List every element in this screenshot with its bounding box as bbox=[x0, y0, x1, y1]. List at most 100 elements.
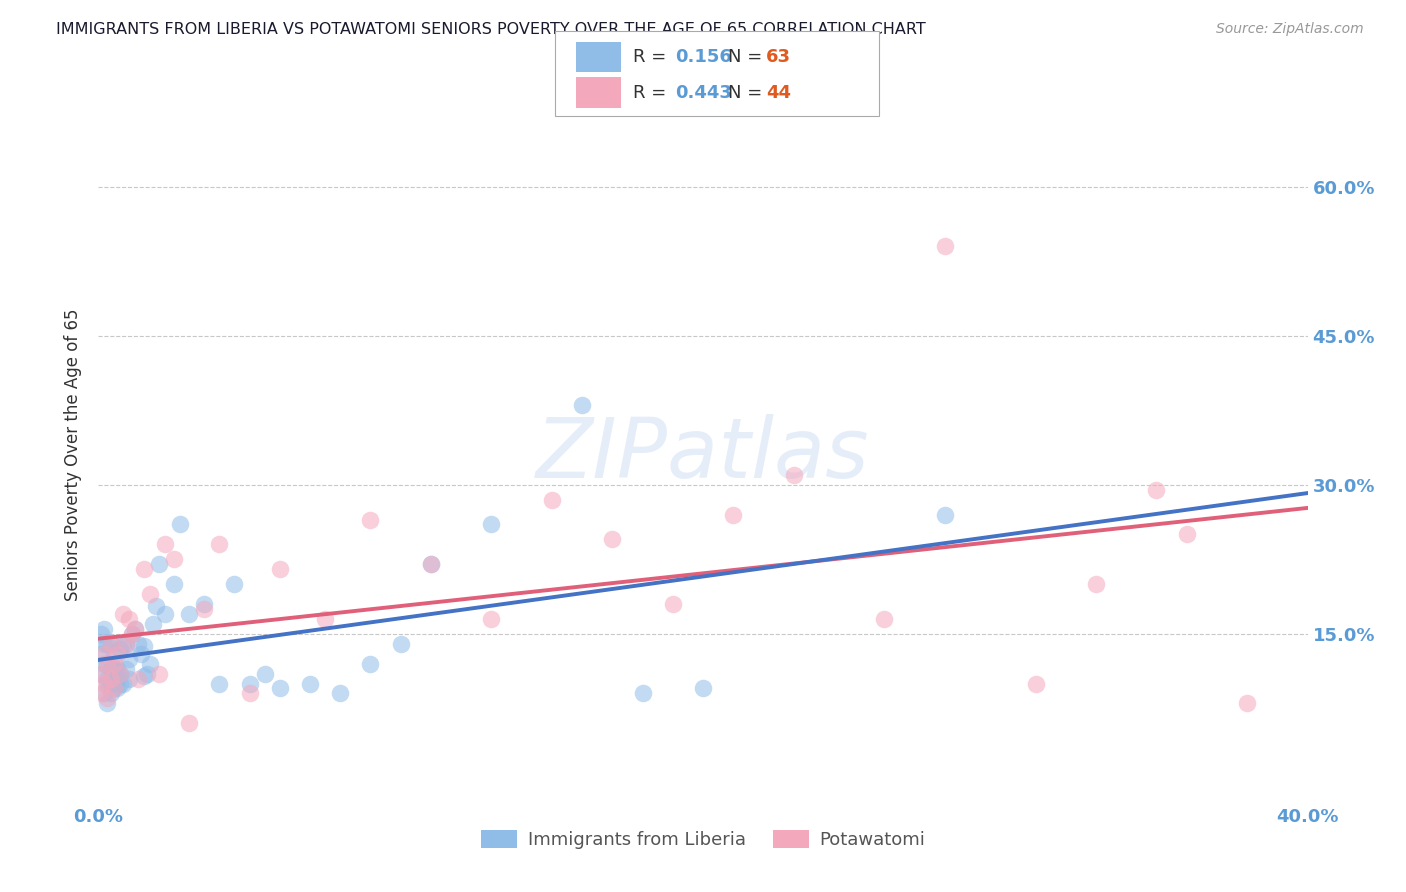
Text: 44: 44 bbox=[766, 84, 792, 102]
Point bbox=[1236, 697, 1258, 711]
Point bbox=[108, 676, 131, 690]
Point bbox=[661, 597, 683, 611]
Point bbox=[139, 587, 162, 601]
Point bbox=[111, 676, 134, 690]
Point bbox=[602, 533, 624, 547]
Point bbox=[253, 666, 276, 681]
Point bbox=[103, 681, 125, 696]
Point bbox=[121, 627, 143, 641]
Point bbox=[93, 657, 115, 671]
Point bbox=[148, 558, 170, 572]
Point bbox=[934, 508, 956, 522]
Point bbox=[360, 512, 382, 526]
Point bbox=[269, 681, 291, 696]
Point bbox=[1085, 577, 1108, 591]
Point bbox=[100, 676, 122, 690]
Point bbox=[153, 537, 176, 551]
Point bbox=[723, 508, 745, 522]
Point bbox=[90, 647, 112, 661]
Point bbox=[692, 681, 714, 696]
Point bbox=[90, 666, 112, 681]
Point bbox=[145, 599, 167, 613]
Point bbox=[208, 537, 231, 551]
Point bbox=[105, 672, 128, 686]
Text: IMMIGRANTS FROM LIBERIA VS POTAWATOMI SENIORS POVERTY OVER THE AGE OF 65 CORRELA: IMMIGRANTS FROM LIBERIA VS POTAWATOMI SE… bbox=[56, 22, 927, 37]
Point bbox=[118, 651, 141, 665]
Point bbox=[100, 662, 122, 676]
Point bbox=[96, 676, 118, 690]
Point bbox=[142, 616, 165, 631]
Point bbox=[103, 662, 125, 676]
Point bbox=[103, 681, 125, 696]
Point bbox=[571, 398, 593, 412]
Point bbox=[631, 686, 654, 700]
Point bbox=[103, 662, 125, 676]
Point bbox=[129, 647, 152, 661]
Text: R =: R = bbox=[633, 84, 672, 102]
Point bbox=[100, 686, 122, 700]
Y-axis label: Seniors Poverty Over the Age of 65: Seniors Poverty Over the Age of 65 bbox=[65, 309, 83, 601]
Point bbox=[93, 637, 115, 651]
Point bbox=[124, 622, 146, 636]
Point bbox=[179, 607, 201, 621]
Point bbox=[481, 517, 503, 532]
Text: 0.443: 0.443 bbox=[675, 84, 731, 102]
Point bbox=[269, 562, 291, 576]
Point bbox=[121, 627, 143, 641]
Point bbox=[105, 647, 128, 661]
Legend: Immigrants from Liberia, Potawatomi: Immigrants from Liberia, Potawatomi bbox=[474, 822, 932, 856]
Point bbox=[193, 602, 215, 616]
Text: N =: N = bbox=[728, 48, 768, 66]
Point bbox=[389, 637, 412, 651]
Point bbox=[105, 662, 128, 676]
Point bbox=[105, 681, 128, 696]
Point bbox=[111, 637, 134, 651]
Point bbox=[540, 492, 562, 507]
Point bbox=[783, 467, 806, 482]
Point bbox=[329, 686, 352, 700]
Point bbox=[93, 676, 115, 690]
Point bbox=[132, 639, 155, 653]
Point bbox=[118, 612, 141, 626]
Text: N =: N = bbox=[728, 84, 768, 102]
Point bbox=[96, 672, 118, 686]
Point bbox=[132, 562, 155, 576]
Point bbox=[93, 622, 115, 636]
Point bbox=[1175, 527, 1198, 541]
Point bbox=[481, 612, 503, 626]
Point bbox=[93, 686, 115, 700]
Point bbox=[934, 239, 956, 253]
Point bbox=[135, 666, 157, 681]
Point bbox=[96, 697, 118, 711]
Point bbox=[420, 558, 443, 572]
Point bbox=[1144, 483, 1167, 497]
Point bbox=[127, 637, 149, 651]
Point bbox=[93, 647, 115, 661]
Point bbox=[163, 577, 186, 591]
Point bbox=[208, 676, 231, 690]
Point bbox=[108, 641, 131, 656]
Point bbox=[103, 647, 125, 661]
Point bbox=[127, 672, 149, 686]
Text: 0.156: 0.156 bbox=[675, 48, 731, 66]
Text: ZIPatlas: ZIPatlas bbox=[536, 415, 870, 495]
Point bbox=[139, 657, 162, 671]
Point bbox=[299, 676, 322, 690]
Point bbox=[118, 672, 141, 686]
Point bbox=[108, 666, 131, 681]
Point bbox=[103, 657, 125, 671]
Text: Source: ZipAtlas.com: Source: ZipAtlas.com bbox=[1216, 22, 1364, 37]
Point bbox=[169, 517, 191, 532]
Point bbox=[873, 612, 896, 626]
Point bbox=[90, 686, 112, 700]
Point bbox=[100, 637, 122, 651]
Point bbox=[360, 657, 382, 671]
Point bbox=[132, 668, 155, 682]
Point bbox=[314, 612, 336, 626]
Point bbox=[96, 657, 118, 671]
Point bbox=[114, 637, 136, 651]
Point bbox=[153, 607, 176, 621]
Text: 63: 63 bbox=[766, 48, 792, 66]
Point bbox=[224, 577, 246, 591]
Point bbox=[96, 657, 118, 671]
